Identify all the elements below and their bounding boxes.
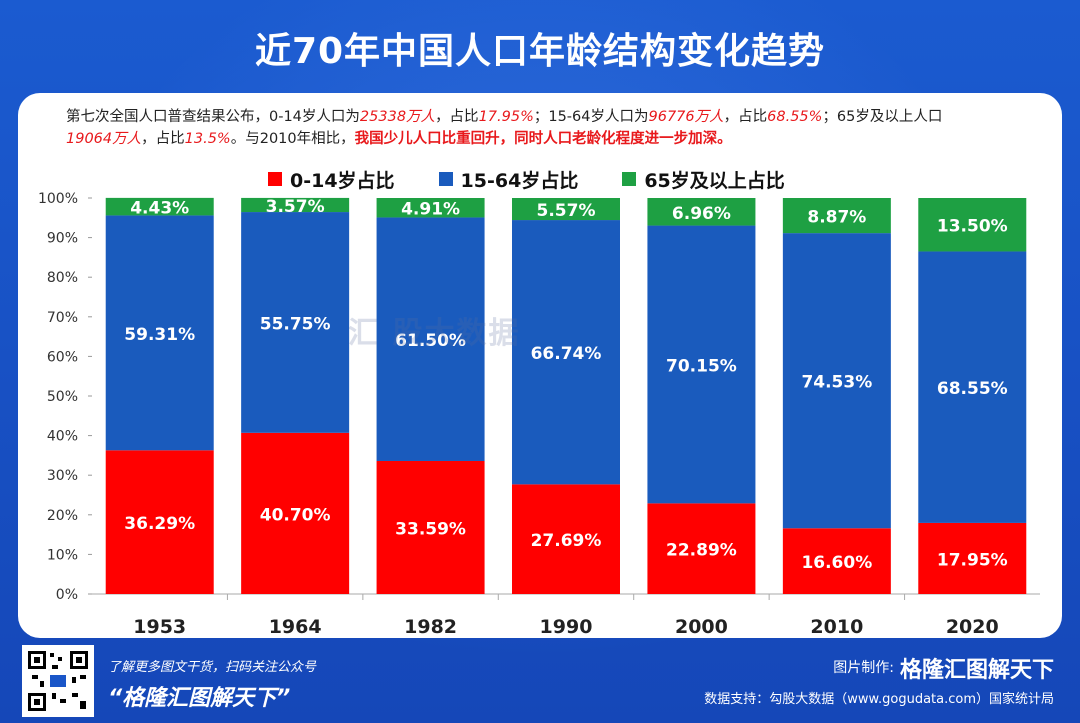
summary-part: 第七次全国人口普查结果公布，0-14岁人口为: [66, 109, 360, 125]
data-label: 6.96%: [672, 204, 731, 224]
y-tick-label: 100%: [38, 191, 78, 207]
summary-part: ；15-64岁人口为: [533, 109, 649, 125]
y-tick-label: 60%: [47, 349, 78, 365]
data-label: 70.15%: [666, 356, 737, 376]
y-tick-label: 90%: [47, 231, 78, 247]
qr-code: [22, 645, 94, 717]
data-label: 36.29%: [124, 514, 195, 534]
summary-value: 13.5%: [184, 131, 231, 147]
bar-segment: [512, 484, 620, 594]
x-tick-label: 1953: [133, 616, 186, 638]
summary-value: 96776万人: [648, 109, 724, 125]
footer-credit-label: 图片制作:: [833, 660, 894, 676]
chart-legend: 0-14岁占比 15-64岁占比 65岁及以上占比: [268, 166, 888, 192]
y-tick-label: 40%: [47, 429, 78, 445]
data-label: 27.69%: [531, 531, 602, 551]
x-tick-label: 2000: [675, 616, 728, 638]
data-label: 74.53%: [801, 373, 872, 393]
data-label: 8.87%: [807, 208, 866, 228]
summary-value: 19064万人: [66, 131, 142, 147]
x-tick-label: 2010: [810, 616, 863, 638]
summary-part: ；65岁及以上人口: [822, 109, 943, 125]
page-title: 近70年中国人口年龄结构变化趋势: [254, 31, 826, 72]
data-label: 61.50%: [395, 331, 466, 351]
summary-value: 25338万人: [359, 109, 436, 125]
summary-value: 68.55%: [767, 109, 823, 125]
data-label: 4.91%: [401, 200, 460, 220]
summary-part: ，占比: [435, 109, 479, 125]
summary-value: 17.95%: [478, 109, 534, 125]
bar-segment: [241, 197, 350, 213]
bar-segment: [918, 522, 1027, 594]
y-tick-label: 80%: [47, 270, 78, 286]
legend-swatch: [438, 172, 453, 186]
y-tick-label: 0%: [56, 587, 78, 603]
legend-swatch: [622, 172, 637, 186]
bar-segment: [512, 220, 620, 485]
legend-item-young: 0-14岁占比: [268, 166, 395, 193]
data-label: 3.57%: [266, 197, 325, 217]
bar-segment: [105, 197, 214, 216]
bar-segment: [782, 198, 891, 234]
footer-account: “格隆汇图解天下”: [108, 686, 291, 711]
bar-segment: [105, 450, 214, 594]
bar-segment: [647, 198, 756, 226]
legend-swatch: [268, 172, 282, 186]
data-label: 22.89%: [666, 541, 737, 561]
x-tick-label: 2020: [946, 616, 999, 638]
footer-credit: 图片制作: 格隆汇图解天下: [833, 652, 1054, 684]
y-tick-label: 20%: [47, 508, 78, 524]
bar-segment: [918, 251, 1027, 523]
data-label: 40.70%: [260, 505, 331, 525]
legend-label: 0-14岁占比: [290, 169, 395, 192]
y-tick-label: 70%: [47, 310, 78, 326]
data-label: 16.60%: [801, 553, 872, 573]
data-label: 4.43%: [130, 199, 189, 219]
bar-segment: [782, 233, 891, 529]
data-label: 13.50%: [937, 217, 1008, 237]
footer-promo: 了解更多图文干货，扫码关注公众号: [108, 660, 317, 675]
bar-segment: [782, 528, 891, 594]
bar-segment: [647, 503, 756, 594]
legend-item-elderly: 65岁及以上占比: [622, 166, 785, 193]
footer-source: 数据支持：勾股大数据（www.gogudata.com）国家统计局: [704, 692, 1054, 707]
summary-highlight: 我国少儿人口比重回升，同时人口老龄化程度进一步加深。: [354, 131, 732, 147]
bar-segment: [376, 198, 485, 218]
summary-part: ，占比: [141, 131, 185, 147]
bar-segment: [918, 198, 1027, 252]
legend-label: 15-64岁占比: [460, 169, 579, 192]
bar-segment: [241, 212, 350, 433]
bar-segment: [376, 460, 485, 594]
data-label: 68.55%: [937, 379, 1008, 399]
summary-text: 第七次全国人口普查结果公布，0-14岁人口为25338万人，占比17.95%；1…: [66, 106, 1026, 150]
data-label: 5.57%: [537, 201, 596, 221]
footer-brand: 格隆汇图解天下: [899, 658, 1054, 683]
bar-segment: [647, 225, 756, 504]
x-tick-label: 1982: [404, 616, 457, 638]
summary-part: 。与2010年相比，: [230, 131, 355, 147]
bar-segment: [241, 432, 350, 594]
bar-segment: [512, 198, 620, 221]
bar-segment: [376, 217, 485, 461]
y-tick-label: 30%: [47, 468, 78, 484]
data-label: 59.31%: [124, 325, 195, 345]
y-tick-label: 10%: [47, 547, 78, 563]
x-tick-label: 1990: [540, 616, 593, 638]
legend-item-working: 15-64岁占比: [438, 166, 579, 193]
y-tick-label: 50%: [47, 389, 78, 405]
bar-segment: [105, 215, 214, 451]
watermark: 汇 股大数据: [348, 316, 521, 351]
summary-part: ，占比: [723, 109, 768, 125]
x-tick-label: 1964: [269, 616, 322, 638]
data-label: 66.74%: [531, 344, 602, 364]
data-label: 17.95%: [937, 550, 1008, 570]
legend-label: 65岁及以上占比: [644, 169, 785, 192]
data-label: 55.75%: [260, 314, 331, 334]
data-label: 33.59%: [395, 519, 466, 539]
